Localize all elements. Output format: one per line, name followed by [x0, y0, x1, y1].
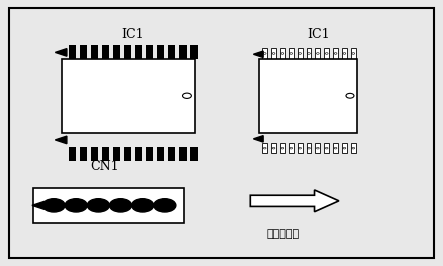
Circle shape	[154, 199, 176, 212]
Bar	[157, 45, 164, 59]
Bar	[307, 48, 311, 59]
Bar	[342, 48, 347, 59]
Bar	[190, 45, 198, 59]
Bar	[33, 188, 184, 223]
Bar	[315, 48, 320, 59]
Bar	[307, 143, 311, 153]
Bar	[146, 147, 153, 161]
Polygon shape	[32, 201, 44, 209]
Polygon shape	[55, 49, 67, 56]
Bar	[102, 45, 109, 59]
Bar	[271, 48, 276, 59]
Bar	[135, 147, 142, 161]
Bar	[168, 45, 175, 59]
Bar	[91, 45, 98, 59]
Polygon shape	[253, 136, 263, 142]
Bar	[298, 48, 303, 59]
Bar	[289, 143, 294, 153]
Bar	[190, 147, 198, 161]
Bar	[80, 45, 87, 59]
Bar	[179, 45, 187, 59]
Polygon shape	[253, 51, 263, 57]
Bar	[262, 48, 267, 59]
Bar	[333, 143, 338, 153]
Bar	[102, 147, 109, 161]
Circle shape	[65, 199, 87, 212]
Text: IC1: IC1	[121, 28, 144, 41]
Bar	[351, 48, 356, 59]
Bar	[324, 48, 329, 59]
Bar	[69, 45, 76, 59]
Polygon shape	[250, 190, 339, 212]
Bar	[124, 147, 131, 161]
Circle shape	[43, 199, 65, 212]
Bar	[113, 45, 120, 59]
Bar	[259, 59, 357, 133]
Bar	[298, 143, 303, 153]
Bar	[91, 147, 98, 161]
Bar	[351, 143, 356, 153]
Circle shape	[132, 199, 154, 212]
Bar	[80, 147, 87, 161]
Bar	[280, 143, 285, 153]
Circle shape	[87, 199, 109, 212]
Circle shape	[109, 199, 132, 212]
Bar	[124, 45, 131, 59]
Bar	[315, 143, 320, 153]
Bar	[342, 143, 347, 153]
Polygon shape	[55, 136, 67, 144]
Bar	[271, 143, 276, 153]
Text: 过波峦方向: 过波峦方向	[267, 229, 300, 239]
Bar	[135, 45, 142, 59]
Bar	[69, 147, 76, 161]
Bar	[333, 48, 338, 59]
Bar	[62, 59, 195, 133]
Bar	[262, 143, 267, 153]
Bar	[113, 147, 120, 161]
Text: IC1: IC1	[307, 28, 330, 41]
Bar	[146, 45, 153, 59]
Bar	[289, 48, 294, 59]
Bar	[179, 147, 187, 161]
Text: CN1: CN1	[90, 160, 118, 173]
Bar	[157, 147, 164, 161]
Bar	[280, 48, 285, 59]
Bar	[324, 143, 329, 153]
Bar	[168, 147, 175, 161]
